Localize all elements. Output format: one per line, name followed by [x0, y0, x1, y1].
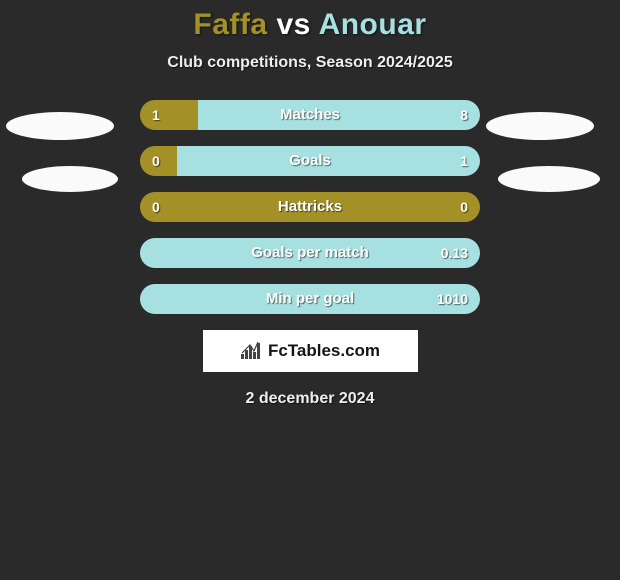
stat-bar-seg-right [140, 284, 480, 314]
stat-bar-seg-right [198, 100, 480, 130]
player-badge-ellipse [498, 166, 600, 192]
title-player2: Anouar [319, 8, 427, 41]
title-vs: vs [276, 8, 310, 41]
chart-stage: Matches18 Goals01 Hattricks00 Goals per mat… [0, 100, 620, 314]
comparison-title: Faffa vs Anouar [0, 0, 620, 42]
bars-container: Matches18 Goals01 Hattricks00 Goals per mat… [140, 100, 480, 314]
footer-date: 2 december 2024 [0, 390, 620, 408]
stat-bar-seg-left [140, 100, 198, 130]
stat-bar: Hattricks00 [140, 192, 480, 222]
player-badge-ellipse [486, 112, 594, 140]
stat-bar-seg-tie [140, 192, 480, 222]
stat-bar: Matches18 [140, 100, 480, 130]
player-badge-ellipse [6, 112, 114, 140]
stat-bar: Goals per match0.13 [140, 238, 480, 268]
subtitle: Club competitions, Season 2024/2025 [0, 54, 620, 72]
brand-box: FcTables.com [203, 330, 418, 372]
title-player1: Faffa [193, 8, 267, 41]
player-badge-ellipse [22, 166, 118, 192]
stat-bar: Goals01 [140, 146, 480, 176]
stat-bar-seg-right [140, 238, 480, 268]
brand-text: FcTables.com [268, 341, 380, 361]
stat-bar-seg-right [177, 146, 480, 176]
bar-chart-icon [240, 341, 262, 361]
stat-bar-seg-left [140, 146, 177, 176]
stat-bar: Min per goal1010 [140, 284, 480, 314]
